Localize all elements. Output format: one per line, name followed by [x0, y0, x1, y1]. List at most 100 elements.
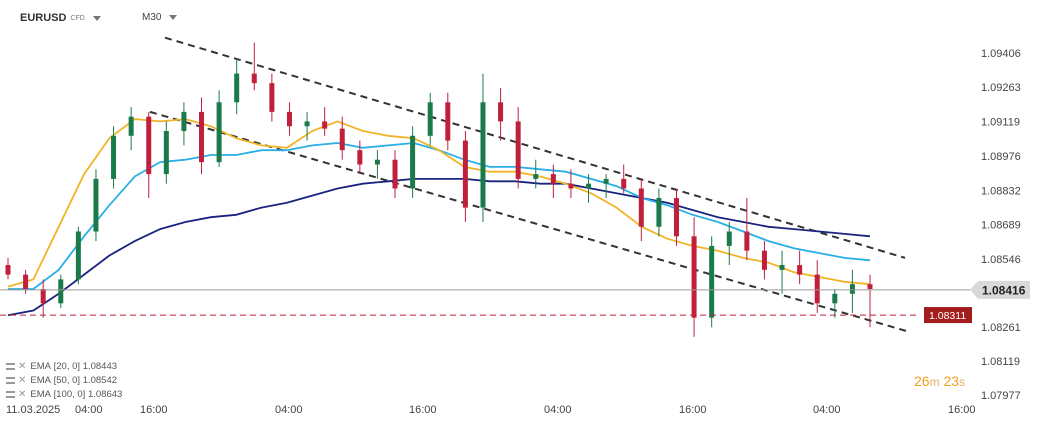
- candle: [568, 169, 574, 199]
- candle-body: [146, 116, 152, 175]
- timeframe-selector[interactable]: M30: [142, 12, 178, 23]
- candle-body: [533, 174, 539, 179]
- legend-ema20[interactable]: ✕ EMA [20, 0] 1.08443: [6, 361, 117, 372]
- legend-label: EMA: [30, 361, 51, 372]
- candle-body: [251, 73, 257, 84]
- chevron-down-icon: [169, 15, 178, 20]
- candle-body: [621, 178, 627, 189]
- candle: [744, 198, 750, 261]
- candle: [322, 107, 328, 136]
- y-tick-label: 1.09119: [981, 117, 1020, 129]
- candle: [234, 59, 240, 115]
- candle: [392, 150, 398, 199]
- candle-body: [181, 111, 187, 132]
- y-tick-label: 1.08689: [981, 220, 1021, 232]
- candle-body: [849, 284, 855, 294]
- candle-body: [111, 135, 117, 179]
- candle-body: [339, 128, 345, 151]
- candle-body: [216, 102, 222, 163]
- x-tick-label: 16:00: [948, 404, 976, 416]
- candle: [515, 107, 521, 189]
- legend-params: [20, 0]: [53, 361, 81, 372]
- x-tick-label: 11.03.2025: [6, 404, 60, 416]
- x-tick-label: 16:00: [679, 404, 707, 416]
- chevron-down-icon: [92, 15, 101, 21]
- y-tick-label: 1.08976: [981, 151, 1021, 163]
- candle-body: [392, 159, 398, 189]
- candle: [269, 73, 275, 122]
- settings-icon[interactable]: [6, 363, 15, 370]
- symbol-tag: CFD: [70, 14, 85, 22]
- candle-body: [234, 73, 240, 103]
- y-tick-label: 1.08119: [981, 356, 1020, 368]
- candle-body: [867, 284, 873, 289]
- close-icon[interactable]: ✕: [18, 361, 27, 372]
- candle: [128, 107, 134, 151]
- candle: [445, 92, 451, 151]
- candle: [691, 217, 697, 337]
- channel-upper-line: [164, 36, 906, 259]
- settings-icon[interactable]: [6, 377, 15, 384]
- legend-label: EMA: [30, 389, 51, 400]
- x-tick-label: 04:00: [544, 404, 572, 416]
- marked-level-label: 1.08311: [929, 310, 966, 322]
- candle-body: [75, 231, 81, 280]
- candle-body: [304, 121, 310, 127]
- x-axis: 11.03.2025 04:00 16:00 04:00 16:00 04:00 16:00…: [6, 404, 976, 416]
- legend-params: [50, 0]: [53, 375, 81, 386]
- candle: [93, 169, 99, 242]
- y-tick-label: 1.07977: [981, 390, 1021, 402]
- candle-body: [286, 111, 292, 127]
- candle: [849, 269, 855, 313]
- candle: [480, 73, 486, 222]
- candle: [761, 241, 767, 280]
- candle: [5, 257, 11, 280]
- candle-body: [673, 198, 679, 237]
- candle: [146, 111, 152, 199]
- candle-body: [498, 102, 504, 122]
- candles: [5, 42, 873, 337]
- symbol-selector[interactable]: EURUSD CFD: [20, 12, 101, 24]
- candle: [304, 111, 310, 141]
- candle-body: [23, 274, 29, 289]
- candle: [498, 87, 504, 141]
- candle: [163, 121, 169, 184]
- timer-m: m: [929, 375, 940, 389]
- candle-body: [163, 131, 169, 175]
- candle-body: [93, 178, 99, 232]
- candle: [779, 250, 785, 294]
- candle-countdown: 26m 23s: [914, 373, 965, 389]
- candle-body: [410, 135, 416, 189]
- marked-level-badge: [924, 307, 972, 324]
- settings-icon[interactable]: [6, 391, 15, 398]
- legend-value: 1.08542: [82, 375, 118, 386]
- y-tick-label: 1.08546: [981, 254, 1021, 266]
- trend-channel: [149, 36, 911, 334]
- candle-body: [357, 150, 363, 165]
- candle: [111, 126, 117, 189]
- ema-lines: [7, 118, 871, 317]
- timeframe-label: M30: [142, 12, 162, 23]
- candle: [286, 102, 292, 136]
- y-tick-label: 1.09263: [981, 82, 1021, 94]
- current-price-label: 1.08416: [982, 283, 1026, 297]
- candle: [251, 42, 257, 91]
- legend-value: 1.08643: [87, 389, 123, 400]
- candle: [181, 102, 187, 146]
- timer-s: s: [959, 375, 966, 389]
- candle: [339, 116, 345, 160]
- timer-seconds: 23: [943, 373, 960, 389]
- candle: [462, 131, 468, 222]
- y-axis: 1.09406 1.09263 1.09119 1.08976 1.08832 1.086…: [981, 48, 1021, 402]
- candle-body: [656, 198, 662, 227]
- candle: [533, 159, 539, 189]
- legend-ema50[interactable]: ✕ EMA [50, 0] 1.08542: [6, 375, 117, 386]
- legend-ema100[interactable]: ✕ EMA [100, 0] 1.08643: [6, 389, 122, 400]
- close-icon[interactable]: ✕: [18, 389, 27, 400]
- x-tick-label: 04:00: [75, 404, 103, 416]
- candle: [638, 178, 644, 242]
- candle-body: [445, 102, 451, 141]
- candle-body: [832, 293, 838, 304]
- close-icon[interactable]: ✕: [18, 375, 27, 386]
